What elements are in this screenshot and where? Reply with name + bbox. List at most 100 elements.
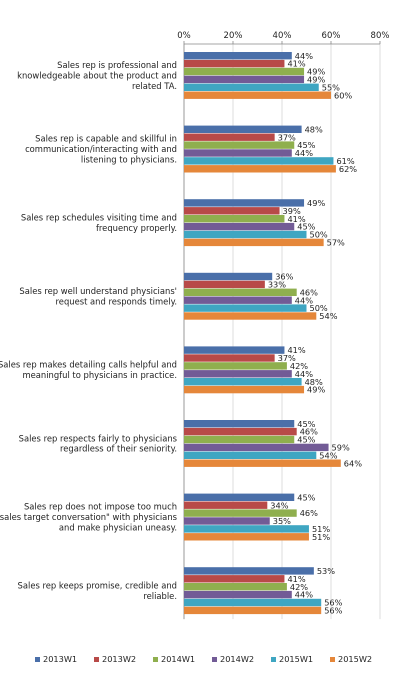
data-label: 46% — [300, 427, 318, 437]
data-label: 44% — [295, 590, 313, 600]
data-label: 59% — [332, 443, 350, 453]
data-label: 53% — [317, 566, 335, 576]
data-label: 41% — [287, 345, 305, 355]
data-label: 39% — [283, 206, 301, 216]
bar — [184, 525, 309, 533]
data-label: 49% — [307, 67, 325, 77]
data-label: 45% — [297, 140, 315, 150]
data-label: 49% — [307, 198, 325, 208]
bar — [184, 215, 285, 223]
data-label: 62% — [339, 164, 357, 174]
legend-swatch — [153, 657, 158, 662]
category-label-line: Sales rep keeps promise, credible and — [18, 580, 177, 590]
data-label: 56% — [324, 606, 342, 616]
data-label: 45% — [297, 435, 315, 445]
data-label: 41% — [287, 574, 305, 584]
category-label-line: Sales rep is professional and — [57, 60, 177, 70]
category-label: Sales rep respects fairly to physicians r… — [19, 433, 177, 453]
data-label: 61% — [336, 156, 354, 166]
data-label: 44% — [295, 148, 313, 158]
bar — [184, 598, 322, 607]
bar — [184, 288, 297, 296]
bar — [184, 91, 331, 99]
bar — [184, 346, 285, 354]
data-label: 42% — [290, 361, 308, 371]
data-label: 60% — [334, 90, 352, 100]
bar — [184, 157, 334, 165]
x-tick-label: 20% — [224, 31, 243, 41]
bar — [184, 354, 275, 362]
legend-swatch — [271, 657, 276, 662]
data-label: 42% — [290, 582, 308, 592]
legend-label: 2014W2 — [220, 654, 254, 664]
category-label: Sales rep makes detailing calls helpful … — [0, 360, 177, 380]
category-label-line: sales target conversation" with physicia… — [0, 512, 177, 522]
bar — [184, 493, 295, 501]
bar — [184, 207, 280, 215]
legend-swatch — [330, 657, 335, 662]
data-label: 46% — [300, 508, 318, 518]
bar — [184, 509, 297, 517]
bar — [184, 385, 305, 394]
bar — [184, 435, 295, 444]
data-label: 50% — [310, 303, 328, 313]
legend-swatch — [94, 657, 99, 662]
bar — [184, 67, 305, 76]
category-label-line: regardless of their seniority. — [60, 444, 177, 454]
category-label-line: meaningful to physicians in practice. — [22, 370, 177, 380]
legend-swatch — [212, 657, 217, 662]
bar — [184, 533, 309, 541]
data-label: 44% — [295, 295, 313, 305]
category-label-line: listening to physicians. — [81, 154, 177, 164]
bar — [184, 59, 285, 68]
bar — [184, 230, 307, 239]
data-label: 57% — [327, 238, 345, 248]
category-label-line: frequency properly. — [96, 223, 177, 233]
data-label: 48% — [305, 124, 323, 134]
bar — [184, 304, 307, 312]
category-label-line: Sales rep does not impose too much — [24, 502, 177, 512]
category-label-line: communication/interacting with and — [25, 144, 177, 154]
bar — [184, 567, 314, 575]
data-label: 44% — [295, 369, 313, 379]
bar — [184, 75, 305, 84]
data-label: 34% — [270, 500, 288, 510]
bar — [184, 517, 270, 525]
data-label: 51% — [312, 532, 330, 542]
category-label-line: request and responds timely. — [56, 296, 177, 306]
bar — [184, 312, 317, 320]
bar — [184, 420, 295, 428]
x-tick-label: 60% — [322, 31, 341, 41]
bar — [184, 501, 268, 509]
category-label: Sales rep is capable and skillful in comm… — [25, 134, 177, 165]
bar — [184, 451, 317, 459]
legend-label: 2013W1 — [43, 654, 77, 664]
bar — [184, 296, 292, 304]
category-label-line: and make physician uneasy. — [59, 522, 177, 532]
bar — [184, 280, 265, 289]
data-label: 56% — [324, 598, 342, 608]
data-label: 49% — [307, 75, 325, 85]
bar — [184, 459, 341, 467]
bar — [184, 427, 297, 436]
data-label: 44% — [295, 51, 313, 61]
bar — [184, 443, 329, 452]
x-tick-label: 80% — [371, 31, 390, 41]
bar — [184, 125, 302, 133]
data-label: 37% — [278, 132, 296, 142]
category-label: Sales rep well understand physicians' req… — [19, 286, 177, 306]
bar — [184, 149, 292, 157]
category-label-line: knowledgeable about the product and — [17, 70, 177, 80]
bar — [184, 133, 275, 141]
category-label-line: reliable. — [143, 591, 177, 601]
bar — [184, 583, 287, 591]
data-label: 41% — [287, 59, 305, 69]
bar — [184, 141, 295, 149]
bar — [184, 52, 292, 60]
bar — [184, 199, 305, 207]
bar — [184, 606, 322, 615]
category-label-line: Sales rep makes detailing calls helpful … — [0, 360, 177, 370]
bar — [184, 272, 273, 281]
data-label: 54% — [319, 450, 337, 460]
